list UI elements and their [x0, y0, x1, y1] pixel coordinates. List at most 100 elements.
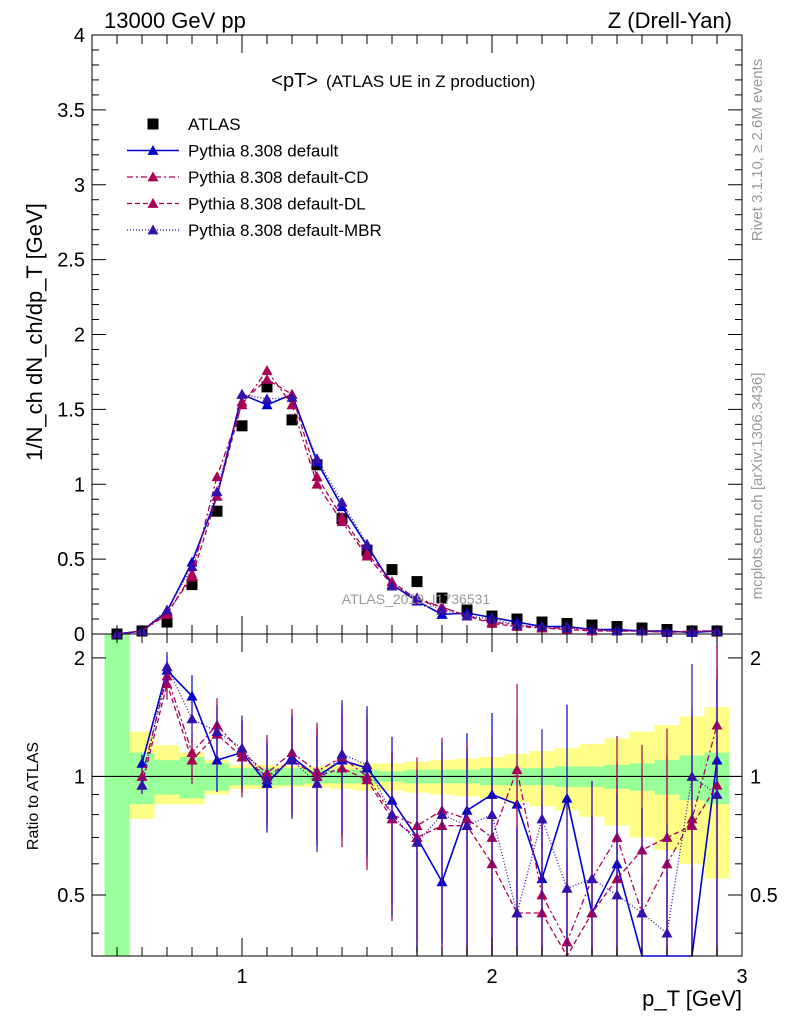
mc-data-point [186, 561, 198, 572]
atlas-data-point [261, 381, 273, 393]
main-y-tick-label: 3.5 [57, 100, 85, 122]
mc-data-point [211, 471, 223, 482]
ratio-y-tick-label-right: 2 [750, 648, 761, 670]
mc-data-point [461, 610, 473, 621]
mc-data-point [186, 571, 198, 582]
ratio-data-point [586, 873, 598, 884]
ratio-data-point [186, 690, 198, 701]
ratio-data-point [161, 678, 173, 689]
atlas-data-point [186, 579, 198, 591]
ratio-data-point [686, 770, 698, 781]
main-y-tick-label: 4 [74, 25, 85, 47]
ratio-data-point [286, 754, 298, 765]
ratio-data-point [486, 809, 498, 820]
ratio-y-tick-label: 2 [74, 648, 85, 670]
ratio-y-tick-label: 1 [74, 766, 85, 788]
atlas-data-point [161, 616, 173, 628]
mc-data-point [211, 486, 223, 497]
ratio-data-point [186, 754, 198, 765]
ratio-data-point [511, 907, 523, 918]
mc-data-point [261, 399, 273, 410]
ratio-data-point [386, 809, 398, 820]
ratio-data-point [236, 742, 248, 753]
atlas-data-point [286, 414, 298, 426]
main-y-tick-label: 2.5 [57, 250, 85, 272]
ratio-series-line [141, 664, 718, 935]
ratio-data-point [336, 748, 348, 759]
ratio-data-point [711, 788, 723, 799]
mc-data-point [511, 619, 523, 630]
ratio-data-point [411, 836, 423, 847]
tick-labels: 0 0.5 1 1.5 2 2.5 3 3.5 4 1 2 3 0.5 0.5 1 1 2 2 [57, 25, 778, 988]
main-y-tick-label: 1 [74, 474, 85, 496]
legend-label: Pythia 8.308 default-CD [188, 168, 369, 187]
mc-data-point [436, 604, 448, 615]
header-left: 13000 GeV pp [104, 8, 246, 33]
ratio-data-point [661, 927, 673, 938]
rivet-version-label: Rivet 3.1.10, ≥ 2.6M events [749, 59, 766, 242]
ratio-data-point [561, 882, 573, 893]
mc-data-point [286, 399, 298, 410]
ratio-data-point [261, 774, 273, 785]
legend-label: Pythia 8.308 default-MBR [188, 221, 382, 240]
legend-label: Pythia 8.308 default-DL [188, 195, 366, 214]
mc-data-point [411, 592, 423, 603]
x-axis-label: p_T [GeV] [642, 986, 742, 1011]
ratio-x-tick-label: 3 [736, 966, 747, 988]
ratio-data-point [311, 777, 323, 788]
mc-data-point [261, 373, 273, 384]
legend-label: Pythia 8.308 default [188, 142, 339, 161]
atlas-data-point [236, 420, 248, 432]
ratio-y-axis-label: Ratio to ATLAS [25, 742, 42, 850]
mc-data-point [361, 538, 373, 549]
ratio-data-point [161, 661, 173, 672]
plot-title-suffix: (ATLAS UE in Z production) [326, 72, 535, 91]
main-y-tick-label: 0 [74, 624, 85, 646]
mc-data-point [311, 478, 323, 489]
tick-marks [92, 34, 743, 956]
band-inner-bin [104, 634, 130, 956]
ratio-y-tick-label-right: 0.5 [750, 885, 778, 907]
legend-marker-atlas [147, 118, 159, 130]
y-axis-label: 1/N_ch dN_ch/dp_T [GeV] [22, 203, 47, 461]
ratio-data-point [136, 770, 148, 781]
mc-data-point [286, 391, 298, 402]
legend-marker [147, 198, 159, 208]
main-y-tick-label: 1.5 [57, 399, 85, 421]
mc-data-point [311, 453, 323, 464]
ratio-data-point [211, 726, 223, 736]
mc-data-point [386, 580, 398, 591]
atlas-data-point [411, 576, 423, 588]
legend-marker [147, 224, 159, 235]
mc-data-point [336, 496, 348, 507]
legend-marker [147, 171, 159, 182]
ratio-y-tick-label: 0.5 [57, 885, 85, 907]
ratio-data-point [611, 889, 623, 900]
mc-data-point [336, 511, 348, 522]
ratio-data-point [136, 757, 148, 768]
legend: ATLAS Pythia 8.308 default Pythia 8.308 de… [127, 115, 382, 240]
main-y-tick-label: 2 [74, 325, 85, 347]
mcplots-label: mcplots.cern.ch [arXiv:1306.3436] [749, 373, 766, 600]
ratio-series-line [141, 673, 718, 944]
header-right: Z (Drell-Yan) [608, 8, 732, 33]
ratio-data-point [461, 820, 473, 831]
ratio-data-point [536, 813, 548, 824]
ratio-data-point [636, 907, 648, 918]
mc-data-point [236, 388, 248, 399]
mc-data-point [261, 393, 273, 404]
watermark: ATLAS_2019_I1736531 [342, 591, 491, 607]
ratio-data-point [436, 809, 448, 820]
main-y-tick-label: 3 [74, 175, 85, 197]
ratio-data-point [361, 759, 373, 770]
atlas-data-point [386, 564, 398, 576]
legend-label: ATLAS [188, 115, 241, 134]
plot-title: <pT> [271, 70, 318, 92]
ratio-data-point [186, 713, 198, 724]
ratio-data-point [511, 764, 523, 775]
mc-data-point [236, 396, 248, 407]
ratio-x-tick-label: 1 [236, 966, 247, 988]
legend-marker [147, 145, 159, 155]
ratio-data-point [136, 779, 148, 790]
